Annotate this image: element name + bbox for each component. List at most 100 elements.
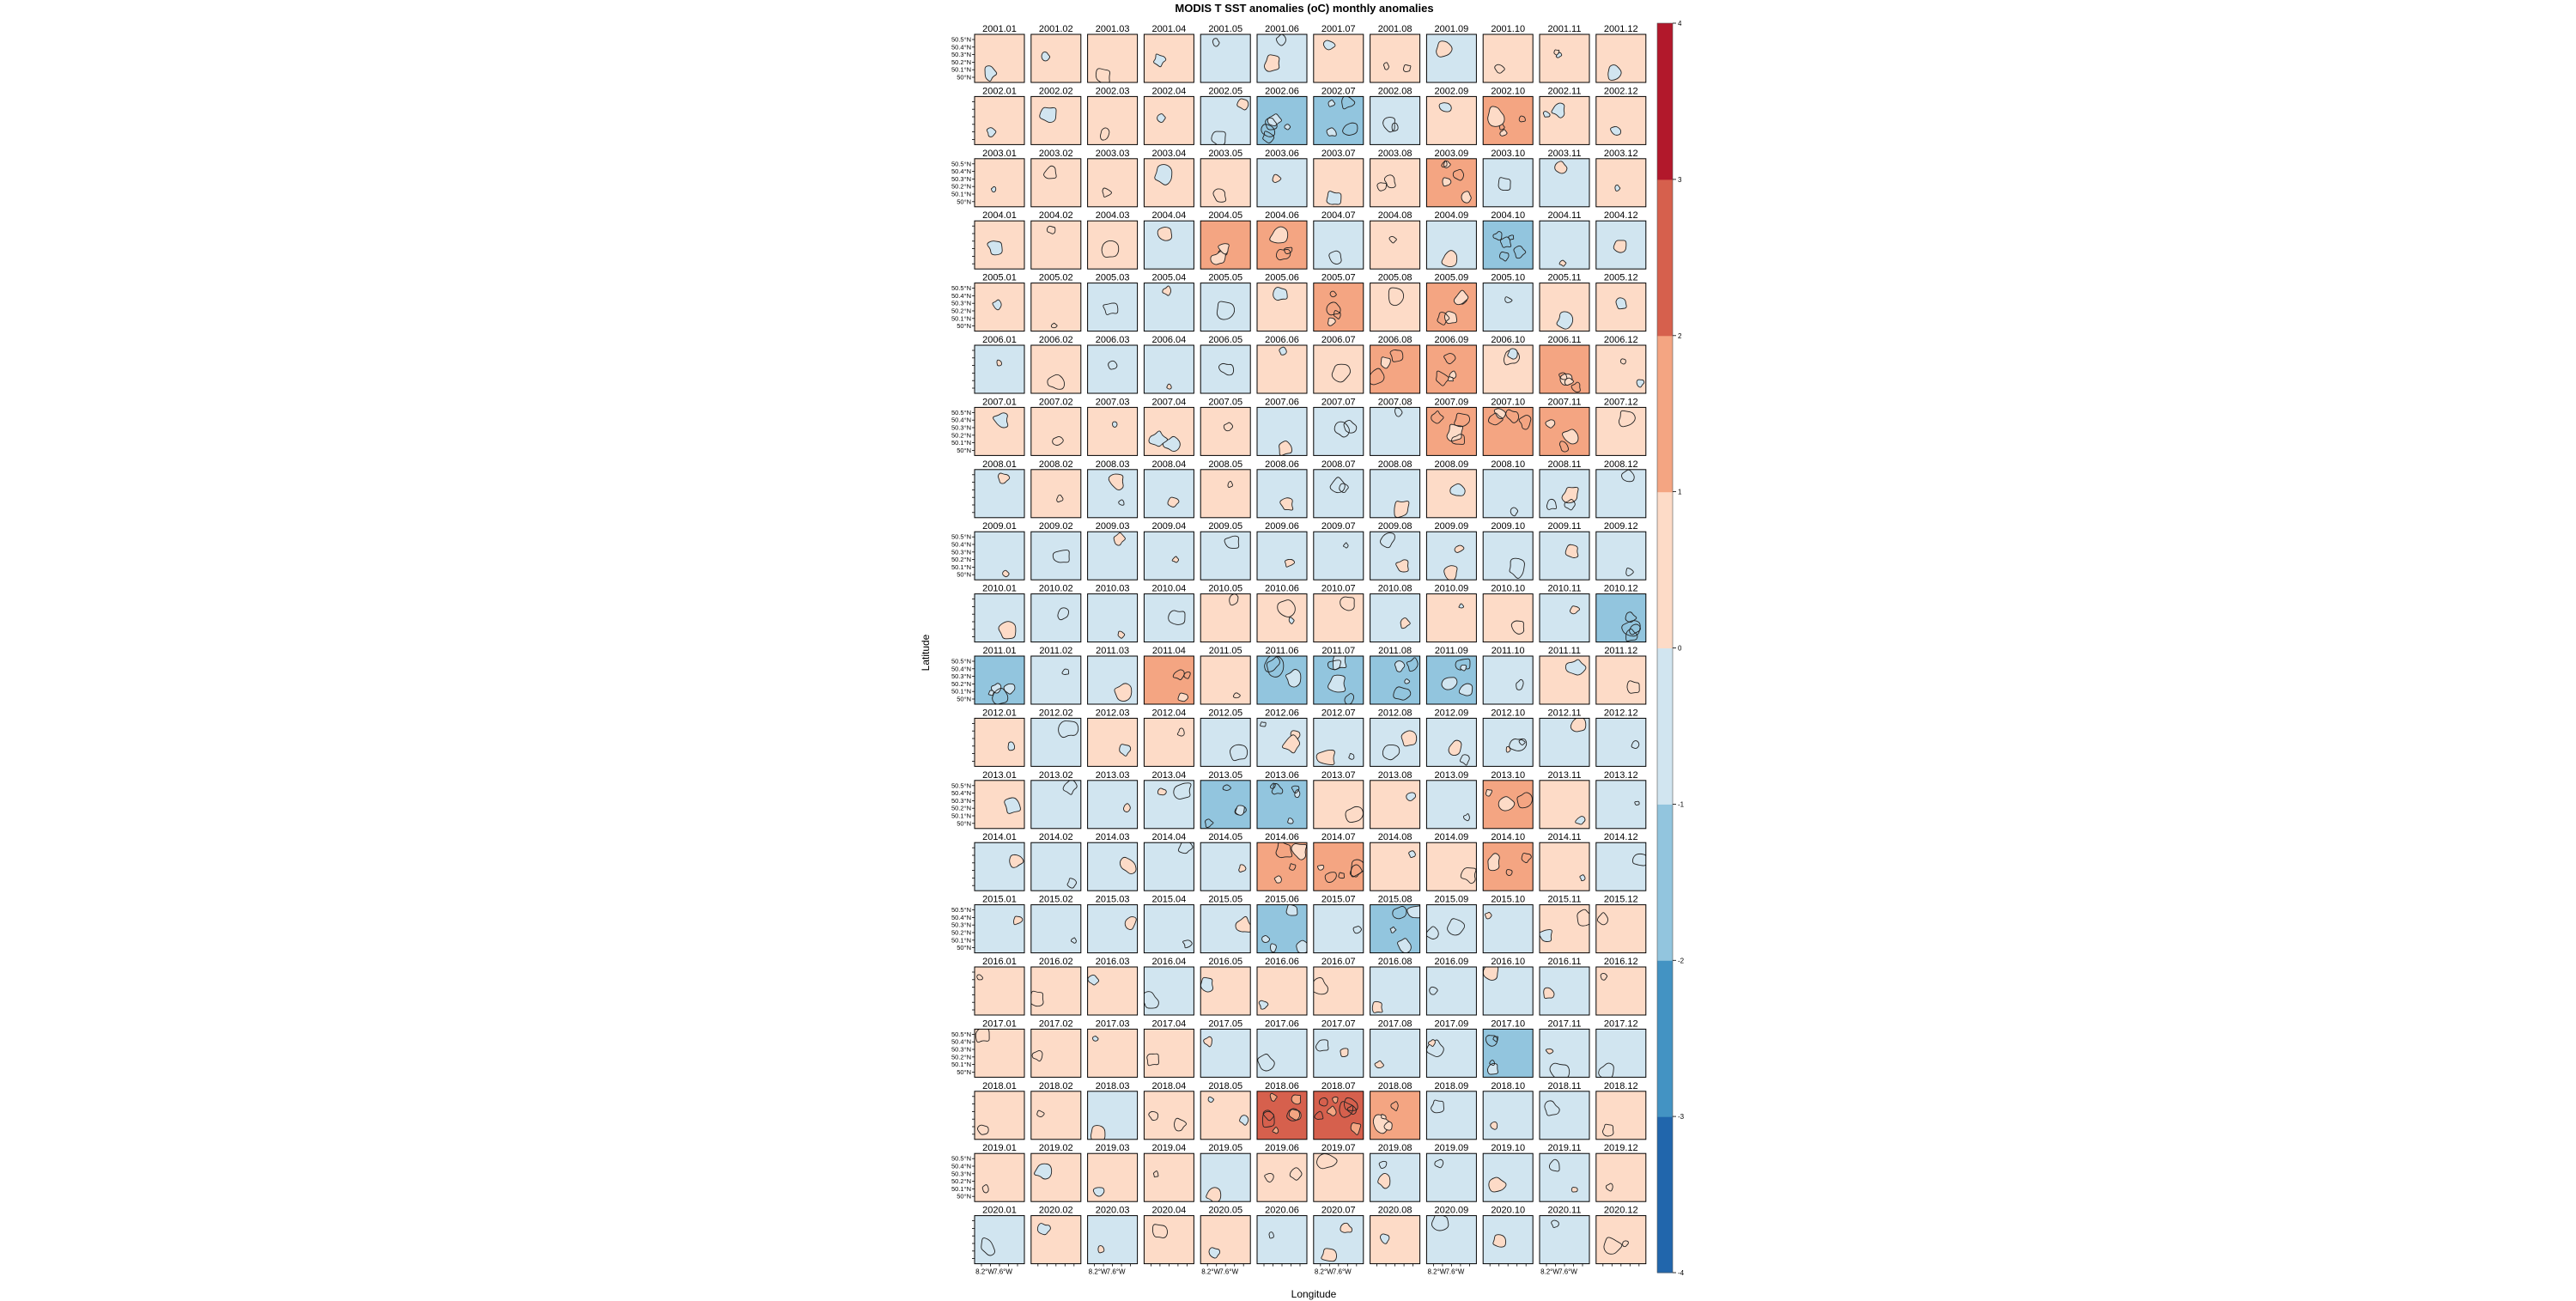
panel-title: 2009.03 <box>1096 521 1130 532</box>
panel-frame <box>1087 655 1139 705</box>
panel-frame <box>1200 1091 1251 1140</box>
panel-title: 2004.10 <box>1491 210 1525 221</box>
panel-title: 2003.04 <box>1152 149 1187 159</box>
panel-title: 2013.11 <box>1548 770 1582 781</box>
contour-line <box>1562 429 1579 445</box>
contour-group <box>1168 610 1186 625</box>
panel-frame <box>1313 33 1364 83</box>
panel-frame <box>1425 966 1477 1016</box>
panel-2009-09: 2009.09 <box>1425 521 1477 581</box>
panel-2008-08: 2008.08 <box>1370 459 1421 519</box>
panel-2019-11: 2019.11 <box>1539 1143 1590 1202</box>
panel-title: 2010.02 <box>1039 584 1073 594</box>
panel-title: 2014.03 <box>1096 832 1130 842</box>
contour-line <box>1313 977 1328 995</box>
contour-line <box>1036 1223 1051 1236</box>
panel-title: 2012.07 <box>1321 708 1356 718</box>
panel-2002-07: 2002.07 <box>1313 86 1364 145</box>
contour-line <box>1218 243 1230 255</box>
panel-frame <box>1539 1028 1590 1078</box>
panel-fill <box>975 1091 1024 1140</box>
panel-frame <box>1482 158 1534 208</box>
panel-2007-02: 2007.02 <box>1030 397 1082 456</box>
panel-2003-04: 2003.04 <box>1143 149 1194 208</box>
panel-2003-11: 2003.11 <box>1539 149 1590 208</box>
contour-line <box>1328 250 1342 264</box>
panel-2007-05: 2007.05 <box>1200 397 1251 456</box>
panel-2003-03: 2003.03 <box>1087 149 1139 208</box>
panel-2004-10: 2004.10 <box>1482 210 1534 270</box>
contour-group <box>1393 657 1419 701</box>
contour-line <box>1504 296 1513 303</box>
contour-line <box>1091 1125 1106 1140</box>
panel-title: 2016.04 <box>1152 957 1187 967</box>
contour-line <box>1270 943 1277 953</box>
panel-2001-05: 2001.05 <box>1200 24 1251 83</box>
panel-title: 2009.06 <box>1265 521 1299 532</box>
contour-line <box>1451 434 1465 445</box>
panel-2005-05: 2005.05 <box>1200 273 1251 332</box>
contour-group <box>1437 289 1469 325</box>
contour-line <box>1235 915 1251 933</box>
panel-fill <box>1426 593 1477 642</box>
contour-group <box>1371 1000 1383 1013</box>
panel-2001-07: 2001.07 <box>1313 24 1364 83</box>
contour-group <box>1162 285 1172 296</box>
contour-group <box>1388 287 1405 307</box>
panel-2009-04: 2009.04 <box>1143 521 1194 581</box>
panel-title: 2005.12 <box>1604 273 1638 283</box>
contour-line <box>1343 419 1358 434</box>
panel-frame <box>1370 904 1421 954</box>
contour-line <box>1564 377 1574 386</box>
contour-group <box>1087 974 1100 986</box>
panel-2015-02: 2015.02 <box>1030 895 1082 954</box>
panel-fill <box>1483 283 1534 331</box>
contour-line <box>1288 617 1295 624</box>
contour-line <box>1631 740 1640 749</box>
contour-group <box>976 974 983 981</box>
contour-group <box>1036 1223 1051 1236</box>
panel-title: 2005.01 <box>982 273 1017 283</box>
contour-line <box>981 1184 989 1194</box>
panel-fill <box>1030 158 1081 207</box>
contour-group <box>1113 532 1126 546</box>
contour-line <box>1031 1050 1043 1062</box>
panel-title: 2014.05 <box>1208 832 1242 842</box>
y-tick-label: 50.2°N <box>951 58 971 66</box>
panel-title: 2002.05 <box>1208 86 1242 96</box>
contour-group <box>1449 483 1466 496</box>
panel-2018-02: 2018.02 <box>1030 1081 1082 1140</box>
contour-line <box>1494 64 1505 74</box>
panel-fill <box>1540 345 1589 393</box>
panel-fill <box>1426 1215 1477 1264</box>
panel-fill <box>1200 158 1251 207</box>
contour-line <box>1431 1215 1449 1231</box>
panel-2016-09: 2016.09 <box>1425 957 1477 1016</box>
contour-group <box>1058 720 1079 739</box>
contour-line <box>1223 422 1234 432</box>
y-tick-label: 50°N <box>957 1193 971 1201</box>
y-tick-label: 50.1°N <box>951 1185 971 1193</box>
contour-group <box>1579 874 1586 882</box>
panel-fill <box>1595 967 1646 1015</box>
contour-group <box>1504 348 1520 366</box>
contour-line <box>1444 311 1458 325</box>
panel-2002-11: 2002.11 <box>1539 86 1590 145</box>
y-tick-label: 50.5°N <box>951 781 971 789</box>
contour-line <box>1291 843 1307 860</box>
panel-title: 2009.12 <box>1604 521 1638 532</box>
contour-group <box>1570 605 1581 615</box>
contour-line <box>1152 1224 1168 1238</box>
contour-line <box>1087 974 1100 986</box>
panel-2008-09: 2008.09 <box>1425 459 1477 519</box>
panel-frame <box>1030 904 1082 954</box>
contour-line <box>1264 54 1280 72</box>
contour-group <box>1119 744 1132 757</box>
panel-title: 2002.11 <box>1548 86 1582 96</box>
panel-frame <box>1030 469 1082 519</box>
panel-title: 2006.06 <box>1265 335 1299 345</box>
panel-frame <box>1482 344 1534 394</box>
contour-line <box>1030 990 1044 1007</box>
panel-title: 2004.04 <box>1152 210 1187 221</box>
panel-fill <box>1370 593 1420 642</box>
